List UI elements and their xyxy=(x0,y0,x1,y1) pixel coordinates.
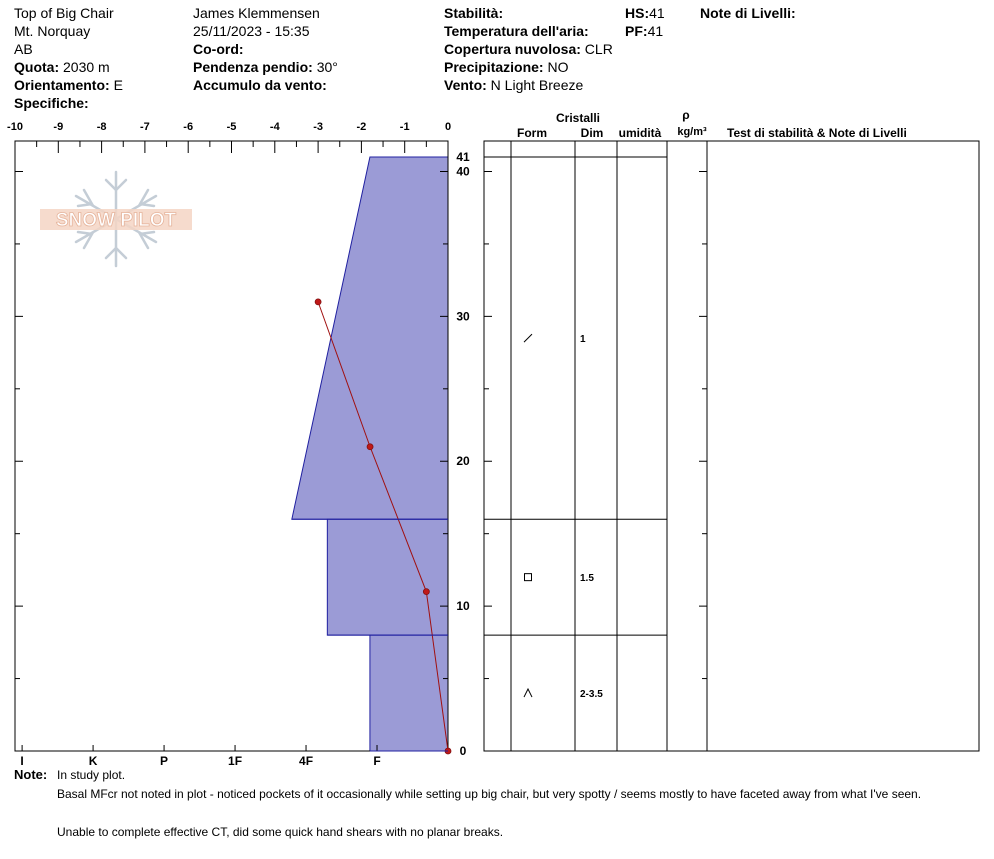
snow-profile-chart: SNOW PILOT -10 -9 -8 -7 -6 -5 -4 -3 -2 -1 0 010203… xyxy=(7,108,980,768)
svg-text:SNOW PILOT: SNOW PILOT xyxy=(56,210,177,231)
cristalli-header: Cristalli xyxy=(556,111,600,125)
note-livelli-field: Note di Livelli: xyxy=(700,4,796,22)
hardness-tick-label: 1F xyxy=(228,754,242,768)
hs-label: HS: xyxy=(625,5,650,21)
height-tick-label: 10 xyxy=(456,599,470,613)
stabilita-field: Stabilità: xyxy=(444,4,503,22)
temperature-point xyxy=(422,588,430,596)
temp-tick-label: -7 xyxy=(140,121,150,133)
quota-value: 2030 m xyxy=(63,59,110,75)
layer-dim-label: 1 xyxy=(580,334,586,345)
vento-field: Vento: N Light Breeze xyxy=(444,76,583,94)
note-line-2: Basal MFcr not noted in plot - noticed p… xyxy=(57,787,922,801)
orient-field: Orientamento: E xyxy=(14,76,123,94)
area-name: Mt. Norquay xyxy=(14,23,91,39)
region-name: AB xyxy=(14,41,33,57)
orient-label: Orientamento: xyxy=(14,77,110,93)
note-line-1: In study plot. xyxy=(57,768,126,782)
hs-value: 41 xyxy=(649,5,665,21)
location-name: Top of Big Chair xyxy=(14,5,114,21)
hardness-tick-label: 4F xyxy=(299,754,313,768)
temp-tick-label: -4 xyxy=(270,121,281,133)
hardness-tick-label: F xyxy=(373,754,380,768)
copertura-value: CLR xyxy=(584,41,613,57)
dim-header: Dim xyxy=(581,126,604,140)
vento-value: N Light Breeze xyxy=(490,77,584,93)
hardness-layer-0 xyxy=(291,156,449,520)
pf-field: PF:41 xyxy=(625,22,663,40)
observation-datetime: 25/11/2023 - 15:35 xyxy=(193,23,310,39)
note-line-3: Unable to complete effective CT, did som… xyxy=(57,825,504,839)
temp-tick-label: -3 xyxy=(313,121,323,133)
temp-tick-label: -2 xyxy=(357,121,367,133)
slash-icon xyxy=(523,333,533,343)
copertura-label: Copertura nuvolosa: xyxy=(444,41,581,57)
temperature-point xyxy=(366,443,374,451)
height-tick-label: 20 xyxy=(456,454,470,468)
specifiche-label: Specifiche: xyxy=(14,95,89,111)
rho-header: ρ xyxy=(682,108,689,122)
orient-value: E xyxy=(113,77,123,93)
temp-tick-label: 0 xyxy=(445,121,451,133)
temp-tick-label: -5 xyxy=(227,121,237,133)
pendenza-field: Pendenza pendio: 30° xyxy=(193,58,338,76)
pf-value: 41 xyxy=(647,23,664,39)
layer-table: Cristalli Form Dim umidità ρ kg/m³ Test … xyxy=(291,108,980,752)
temp-tick-label: -6 xyxy=(183,121,193,133)
snowpilot-logo: SNOW PILOT xyxy=(40,170,192,268)
temp-field: Temperatura dell'aria: xyxy=(444,22,589,40)
temperature-axis: -10 -9 -8 -7 -6 -5 -4 -3 -2 -1 0 xyxy=(7,121,451,153)
caret-icon xyxy=(523,687,533,698)
square-icon xyxy=(524,573,532,582)
hs-field: HS:41 xyxy=(625,4,665,22)
hardness-profile xyxy=(291,156,449,752)
vento-label: Vento: xyxy=(444,77,487,93)
temp-tick-label: -1 xyxy=(400,121,410,133)
temp-tick-label: -10 xyxy=(7,121,23,133)
pendenza-label: Pendenza pendio: xyxy=(193,59,313,75)
coord-label: Co-ord: xyxy=(193,41,244,57)
layer-dim-label: 1.5 xyxy=(580,573,594,584)
pf-label: PF: xyxy=(625,23,648,39)
quota-field: Quota: 2030 m xyxy=(14,58,110,76)
hardness-axis: I K P 1F 4F F xyxy=(20,745,381,768)
specifiche-field: Specifiche: xyxy=(14,94,89,112)
height-tick-label: 30 xyxy=(456,309,470,323)
note-livelli-label: Note di Livelli: xyxy=(700,5,796,21)
density-unit-header: kg/m³ xyxy=(677,126,707,138)
pendenza-value: 30° xyxy=(316,59,338,75)
accumulo-label: Accumulo da vento: xyxy=(193,77,327,93)
precip-value: NO xyxy=(547,59,569,75)
accumulo-field: Accumulo da vento: xyxy=(193,76,327,94)
copertura-field: Copertura nuvolosa: CLR xyxy=(444,40,613,58)
stabilita-label: Stabilità: xyxy=(444,5,504,21)
hardness-tick-label: P xyxy=(160,754,168,768)
height-top-label: 41 xyxy=(456,150,470,164)
temp-tick-label: -8 xyxy=(97,121,107,133)
umidita-header: umidità xyxy=(619,126,662,140)
hardness-layer-2 xyxy=(369,634,449,752)
form-header: Form xyxy=(517,126,547,140)
layer-dim-label: 2-3.5 xyxy=(580,689,603,700)
temp-label: Temperatura dell'aria: xyxy=(444,23,589,39)
quota-label: Quota: xyxy=(14,59,60,75)
observer-name: James Klemmensen xyxy=(193,5,320,21)
test-header: Test di stabilità & Note di Livelli xyxy=(727,126,907,140)
precip-label: Precipitazione: xyxy=(444,59,544,75)
hardness-tick-label: K xyxy=(89,754,98,768)
hardness-tick-label: I xyxy=(20,754,23,768)
height-tick-label: 40 xyxy=(456,164,470,178)
coord-field: Co-ord: xyxy=(193,40,244,58)
temp-tick-label: -9 xyxy=(53,121,63,133)
notes-label: Note: xyxy=(14,767,48,782)
temperature-point xyxy=(314,298,322,306)
precip-field: Precipitazione: NO xyxy=(444,58,568,76)
height-tick-label: 0 xyxy=(460,744,467,758)
